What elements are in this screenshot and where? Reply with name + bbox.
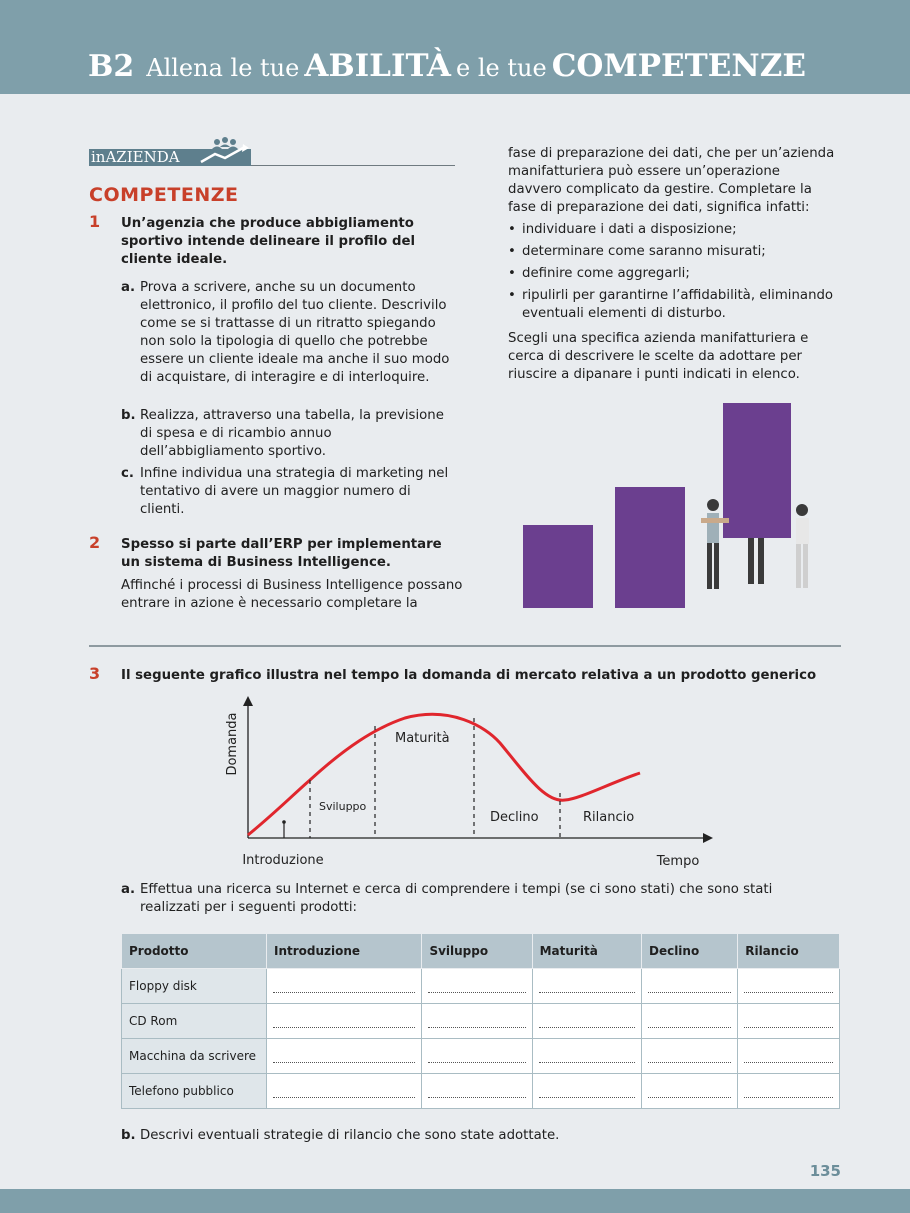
answer-cell[interactable]	[421, 968, 533, 1004]
exercise-3-question: Il seguente grafico illustra nel tempo l…	[121, 668, 817, 683]
exercise-2-closing: Scegli una specifica azienda manifatturi…	[508, 331, 809, 382]
answer-cell[interactable]	[640, 968, 739, 1004]
answer-cell[interactable]	[421, 1003, 533, 1039]
exercise-2-question: Spesso si parte dall’ERP per implementar…	[121, 537, 442, 570]
exercise-3-number: 3	[89, 664, 101, 683]
column-header: Maturità	[531, 933, 642, 969]
table-row: Macchina da scrivere	[121, 1038, 840, 1074]
phase-label-sviluppo: Sviluppo	[319, 800, 367, 813]
inazienda-badge: inAZIENDA	[89, 149, 251, 166]
answer-cell[interactable]	[737, 1003, 840, 1039]
answer-cell[interactable]	[531, 1003, 642, 1039]
answer-cell[interactable]	[640, 1073, 739, 1109]
bar-large	[723, 403, 791, 538]
item-text: Prova a scrivere, anche su un documento …	[140, 280, 450, 385]
header-band: B2 Allena le tue ABILITÀ e le tue COMPETE…	[0, 0, 910, 94]
exercise-1-number: 1	[89, 212, 101, 231]
exercise-1-item-b: b. Realizza, attraverso una tabella, la …	[121, 407, 456, 461]
introduzione-point	[282, 820, 286, 824]
exercise-2-number: 2	[89, 533, 101, 552]
item-text: Descrivi eventuali strategie di rilancio…	[140, 1128, 560, 1143]
unit-code: B2	[88, 49, 135, 84]
answer-cell[interactable]	[640, 1003, 739, 1039]
section-divider	[89, 645, 841, 647]
table-row: Telefono pubblico	[121, 1073, 840, 1109]
column-header: Introduzione	[265, 933, 423, 969]
answer-cell[interactable]	[531, 1073, 642, 1109]
answer-cell[interactable]	[531, 968, 642, 1004]
list-item: ripulirli per garantirne l’affidabilità,…	[508, 287, 838, 323]
phase-label-rilancio: Rilancio	[583, 810, 634, 825]
answer-cell[interactable]	[421, 1038, 533, 1074]
column-header: Prodotto	[121, 933, 267, 969]
answer-cell[interactable]	[265, 1038, 423, 1074]
y-axis-arrow	[243, 696, 253, 706]
market-demand-chart: Domanda Tempo Introduzione Sviluppo Matu…	[225, 696, 713, 869]
answer-cell[interactable]	[265, 1003, 423, 1039]
column-header: Rilancio	[737, 933, 840, 969]
list-item: individuare i dati a disposizione;	[508, 221, 838, 239]
phase-label-declino: Declino	[490, 810, 539, 825]
table-row: Floppy disk	[121, 968, 840, 1004]
product-name: Floppy disk	[121, 968, 267, 1004]
table-header-row: Prodotto Introduzione Sviluppo Maturità …	[121, 933, 840, 969]
item-text: Infine individua una strategia di market…	[140, 466, 449, 517]
item-text: Realizza, attraverso una tabella, la pre…	[140, 408, 444, 459]
answer-cell[interactable]	[265, 968, 423, 1004]
product-name: Macchina da scrivere	[121, 1038, 267, 1074]
list-item: definire come aggregarli;	[508, 265, 838, 283]
product-name: Telefono pubblico	[121, 1073, 267, 1109]
bar-medium	[615, 487, 685, 608]
phase-label-introduzione: Introduzione	[242, 853, 323, 868]
product-lifecycle-table: Prodotto Introduzione Sviluppo Maturità …	[121, 933, 840, 1109]
exercise-1-item-a: a. Prova a scrivere, anche su un documen…	[121, 279, 456, 387]
column-header: Declino	[640, 933, 739, 969]
product-name: CD Rom	[121, 1003, 267, 1039]
answer-cell[interactable]	[531, 1038, 642, 1074]
exercise-1-question: Un’agenzia che produce abbigliamento spo…	[121, 216, 416, 267]
answer-cell[interactable]	[265, 1073, 423, 1109]
answer-cell[interactable]	[737, 968, 840, 1004]
list-item: determinare come saranno misurati;	[508, 243, 838, 261]
bar-small	[523, 525, 593, 608]
x-axis-arrow	[703, 833, 713, 843]
column-header: Sviluppo	[421, 933, 533, 969]
item-label: a.	[121, 882, 136, 897]
title-part-2: e le tue	[456, 54, 547, 82]
title-word-competenze: COMPETENZE	[551, 48, 806, 84]
item-text: Effettua una ricerca su Internet e cerca…	[140, 882, 773, 915]
title-word-abilita: ABILITÀ	[304, 48, 451, 84]
page-number: 135	[809, 1162, 841, 1180]
title-part-1: Allena le tue	[146, 54, 300, 82]
exercise-2-continued: fase di preparazione dei dati, che per u…	[508, 146, 835, 215]
item-label: b.	[121, 1128, 136, 1143]
growth-bars-illustration	[523, 403, 809, 608]
exercise-3-item-b: b. Descrivi eventuali strategie di rilan…	[121, 1127, 831, 1145]
business-people-icon	[200, 137, 249, 164]
phase-label-maturita: Maturità	[395, 731, 450, 746]
table-row: CD Rom	[121, 1003, 840, 1039]
inazienda-section-rule: inAZIENDA	[89, 136, 455, 166]
page-title: B2 Allena le tue ABILITÀ e le tue COMPETE…	[88, 48, 806, 84]
preparation-steps-list: individuare i dati a disposizione; deter…	[508, 221, 838, 327]
x-axis-label: Tempo	[656, 854, 700, 869]
item-label: c.	[121, 466, 134, 481]
answer-cell[interactable]	[737, 1038, 840, 1074]
exercise-1-item-c: c. Infine individua una strategia di mar…	[121, 465, 456, 519]
demand-curve	[247, 712, 641, 837]
item-label: a.	[121, 280, 136, 295]
item-label: b.	[121, 408, 136, 423]
answer-cell[interactable]	[421, 1073, 533, 1109]
exercise-2-intro: Affinché i processi di Business Intellig…	[121, 578, 463, 611]
answer-cell[interactable]	[737, 1073, 840, 1109]
competenze-heading: COMPETENZE	[89, 184, 239, 206]
answer-cell[interactable]	[640, 1038, 739, 1074]
exercise-3-item-a: a. Effettua una ricerca su Internet e ce…	[121, 881, 831, 917]
footer-band	[0, 1189, 910, 1213]
people-figures	[701, 499, 809, 589]
y-axis-label: Domanda	[225, 712, 240, 775]
